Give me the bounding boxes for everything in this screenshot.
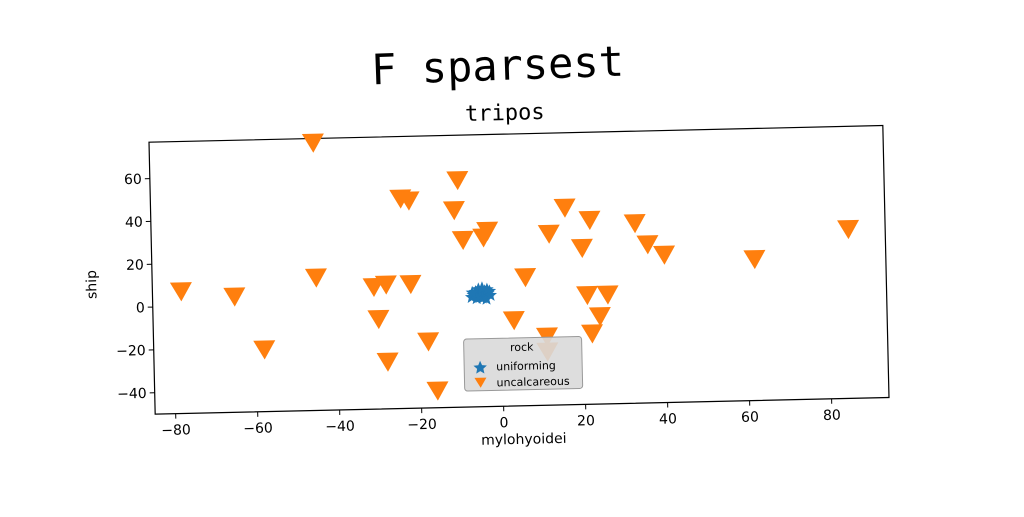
- x-axis-label: mylohyoidei: [481, 431, 567, 449]
- y-tick-label: 60: [124, 172, 142, 188]
- legend: rock uniforming uncalcareous: [464, 336, 583, 391]
- chart-subtitle: tripos: [465, 100, 545, 127]
- x-tick-label: 60: [741, 409, 759, 425]
- x-tick-label: 80: [823, 408, 841, 424]
- x-tick-label: −60: [243, 420, 273, 437]
- y-axis-label: ship: [84, 270, 101, 299]
- x-tick-label: −20: [407, 417, 437, 434]
- legend-label-uniforming: uniforming: [496, 359, 556, 373]
- legend-label-uncalcareous: uncalcareous: [496, 375, 570, 390]
- x-tick-label: 20: [577, 413, 595, 429]
- y-tick-label: 20: [126, 257, 144, 273]
- y-tick-label: −20: [116, 343, 146, 360]
- y-tick-label: 0: [136, 300, 145, 316]
- y-tick-label: −40: [117, 386, 147, 403]
- y-axis: −40 −20 0 20 40 60: [112, 172, 155, 403]
- legend-title: rock: [510, 341, 534, 355]
- x-tick-label: 40: [659, 411, 677, 427]
- y-tick-label: 40: [125, 215, 143, 231]
- plot-area: −80 −60 −40 −20 0 20 40 60 80 −40 −20 0 20 40 60 mylo…: [81, 121, 890, 458]
- x-tick-label: 0: [499, 415, 508, 431]
- x-tick-label: −40: [325, 419, 355, 436]
- chart-title: F sparsest: [370, 37, 624, 95]
- x-tick-label: −80: [161, 422, 191, 439]
